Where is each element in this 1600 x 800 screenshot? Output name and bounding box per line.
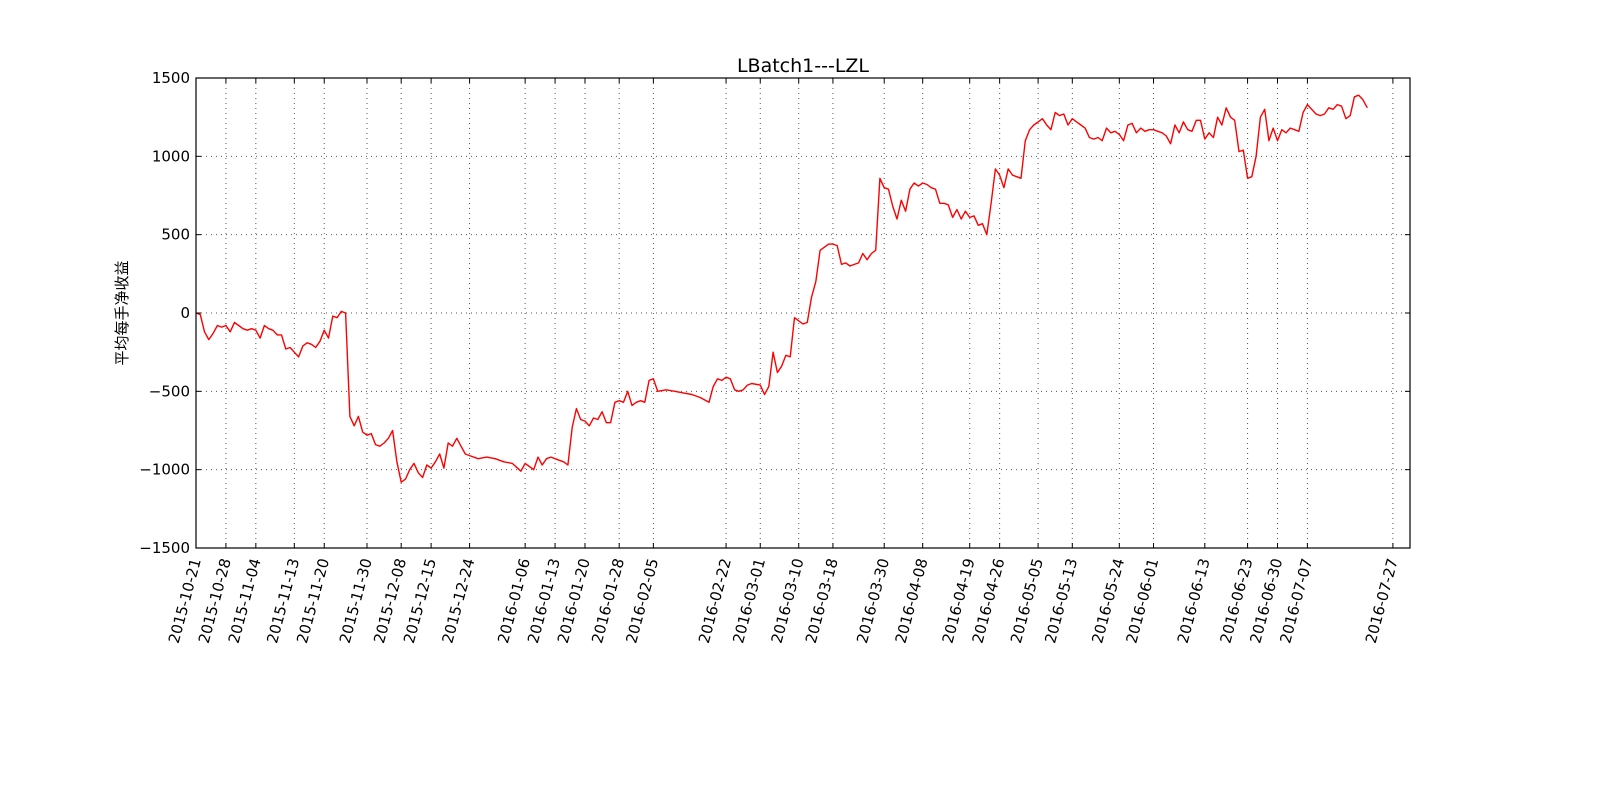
y-tick-label: −500	[149, 382, 190, 400]
x-tick-label: 2016-06-01	[1122, 556, 1162, 645]
x-tick-label: 2016-01-28	[588, 556, 628, 645]
y-tick-label: 1500	[152, 69, 190, 87]
x-tick-label: 2015-11-30	[336, 556, 376, 645]
grid	[195, 78, 1410, 548]
x-tick-label: 2016-02-05	[622, 556, 662, 645]
y-tick-label: 1000	[152, 147, 190, 165]
y-axis: 1500 1000 500 0 −500 −1000 −1500	[139, 69, 1410, 557]
x-tick-label: 2016-05-24	[1088, 556, 1128, 645]
x-tick-label: 2016-03-18	[802, 556, 842, 645]
x-tick-label: 2016-05-13	[1041, 556, 1081, 645]
series-line-0	[195, 94, 1368, 483]
x-tick-label: 2016-03-10	[768, 556, 808, 645]
chart-title: LBatch1---LZL	[737, 55, 869, 77]
y-axis-label: 平均每手净收益	[113, 260, 131, 365]
x-tick-label: 2016-05-05	[1007, 556, 1047, 645]
x-tick-label: 2016-04-08	[892, 556, 932, 645]
x-tick-label: 2015-12-24	[438, 556, 478, 645]
y-tick-label: 500	[161, 226, 190, 244]
x-tick-label: 2016-02-22	[695, 556, 735, 645]
x-tick-label: 2016-07-27	[1362, 556, 1402, 645]
series-layer	[195, 94, 1368, 483]
y-tick-label: 0	[180, 304, 190, 322]
x-tick-label: 2016-03-01	[729, 556, 769, 645]
x-tick-label: 2016-06-13	[1174, 556, 1214, 645]
y-tick-label: −1000	[139, 461, 190, 479]
y-tick-label: −1500	[139, 539, 190, 557]
x-tick-label: 2016-03-30	[853, 556, 893, 645]
plot-frame	[195, 77, 1411, 549]
